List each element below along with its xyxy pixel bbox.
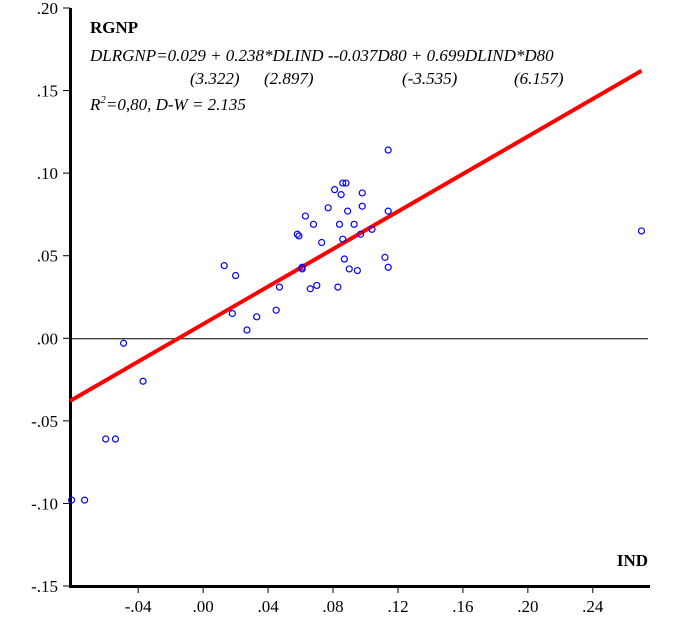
data-point bbox=[309, 220, 318, 228]
data-point bbox=[353, 266, 361, 275]
data-point bbox=[111, 435, 120, 443]
data-point bbox=[358, 189, 366, 197]
data-point bbox=[293, 230, 301, 238]
data-point bbox=[331, 186, 339, 194]
y-axis-label: RGNP bbox=[90, 18, 138, 37]
x-tick-label: .00 bbox=[193, 597, 214, 616]
data-point bbox=[318, 238, 326, 247]
data-point bbox=[301, 212, 310, 220]
data-point bbox=[272, 306, 280, 314]
regression-equation: DLRGNP=0.029 + 0.238*DLIND --0.037D80 + … bbox=[89, 46, 554, 65]
data-point bbox=[358, 202, 366, 210]
t-stat-3: (-3.535) bbox=[402, 69, 458, 88]
x-tick-label: .04 bbox=[257, 597, 279, 616]
data-point bbox=[102, 435, 110, 443]
y-tick-label: .10 bbox=[37, 164, 58, 183]
data-point bbox=[306, 285, 314, 293]
data-point bbox=[81, 496, 89, 504]
data-point bbox=[368, 225, 376, 233]
data-point bbox=[334, 283, 342, 291]
data-point bbox=[350, 220, 358, 228]
y-tick-label: -.15 bbox=[31, 577, 58, 596]
data-point bbox=[253, 313, 261, 321]
data-point bbox=[295, 232, 303, 240]
data-point bbox=[339, 179, 347, 187]
data-point bbox=[337, 191, 345, 199]
data-point bbox=[342, 179, 350, 187]
data-point bbox=[357, 230, 365, 238]
y-tick-label: -.10 bbox=[31, 494, 58, 513]
y-tick-label: .00 bbox=[37, 329, 58, 348]
data-point bbox=[220, 262, 228, 270]
x-tick-label: .12 bbox=[387, 597, 408, 616]
y-axis-ticks: .20 .15 .10 .05 .00 -.05 -.10 -.15 bbox=[31, 0, 70, 596]
data-point bbox=[232, 271, 240, 280]
data-point bbox=[335, 220, 344, 228]
data-points bbox=[68, 146, 646, 504]
x-tick-label: .16 bbox=[452, 597, 473, 616]
data-point bbox=[384, 207, 392, 215]
data-point bbox=[381, 253, 389, 261]
y-tick-label: .15 bbox=[37, 82, 58, 101]
data-point bbox=[345, 265, 353, 273]
data-point bbox=[119, 339, 128, 347]
x-axis-label: IND bbox=[617, 551, 648, 570]
data-point bbox=[344, 207, 352, 215]
x-tick-label: .20 bbox=[517, 597, 538, 616]
regression-line bbox=[68, 69, 643, 403]
data-point bbox=[339, 235, 347, 243]
r-squared-dw: R2=0,80, D-W = 2.135 bbox=[89, 94, 246, 114]
data-point bbox=[298, 265, 306, 273]
t-stat-2: (2.897) bbox=[264, 69, 314, 88]
y-tick-label: -.05 bbox=[31, 412, 58, 431]
data-point bbox=[68, 496, 76, 504]
data-point bbox=[139, 377, 147, 385]
data-point bbox=[384, 146, 392, 154]
x-tick-label: .24 bbox=[582, 597, 604, 616]
data-point bbox=[313, 281, 321, 290]
y-tick-label: .05 bbox=[37, 247, 58, 266]
data-point bbox=[324, 204, 332, 212]
t-stat-4: (6.157) bbox=[514, 69, 564, 88]
y-tick-label: .20 bbox=[37, 0, 58, 18]
x-tick-label: -.04 bbox=[125, 597, 152, 616]
data-point bbox=[243, 326, 251, 334]
data-point bbox=[340, 255, 348, 263]
data-point bbox=[228, 309, 236, 318]
data-point bbox=[637, 227, 646, 235]
data-point bbox=[384, 263, 392, 271]
x-tick-label: .08 bbox=[322, 597, 343, 616]
x-axis-ticks: -.04 .00 .04 .08 .12 .16 .20 .24 bbox=[125, 586, 604, 616]
t-stat-1: (3.322) bbox=[190, 69, 240, 88]
data-point bbox=[275, 283, 284, 291]
